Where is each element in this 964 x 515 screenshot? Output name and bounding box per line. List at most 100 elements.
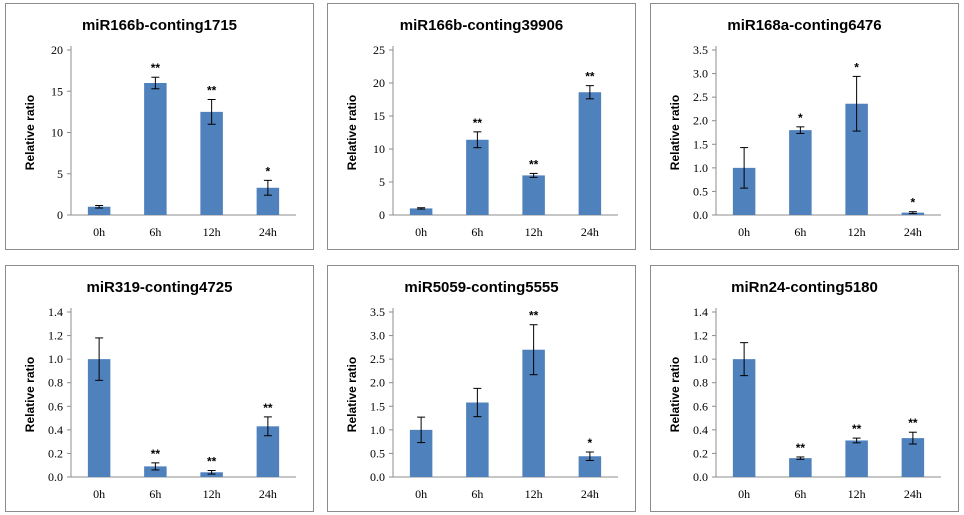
bar (522, 349, 545, 477)
y-axis-label: Relative ratio (23, 357, 37, 432)
y-tick-label: 0.2 (693, 446, 708, 460)
chart-svg: miR168a-conting6476 Relative ratio 0.0 0.5 1… (668, 17, 941, 239)
bar (578, 92, 602, 215)
bar (256, 426, 280, 477)
bar (409, 429, 433, 477)
bar (845, 440, 868, 477)
y-tick-label: 2.5 (693, 90, 708, 104)
chart-title: miR166b-conting39906 (400, 17, 563, 34)
bar (144, 83, 167, 215)
chart-title: miR5059-conting5555 (404, 279, 558, 296)
x-tick-label: 12h (203, 225, 221, 239)
bar (87, 206, 111, 215)
y-tick-label: 2.0 (693, 114, 708, 128)
x-tick-label: 6h (471, 487, 483, 501)
y-axis-label: Relative ratio (345, 95, 359, 170)
x-tick-label: 24h (581, 225, 599, 239)
y-tick-label: 0.0 (693, 470, 708, 484)
y-tick-label: 0.2 (48, 446, 63, 460)
y-tick-label: 0.0 (693, 208, 708, 222)
x-tick-label: 6h (471, 225, 483, 239)
significance-label: * (266, 164, 271, 178)
chart-panel-6: miRn24-conting5180 Relative ratio 0.0 0.2 0.… (650, 265, 959, 512)
chart-panel-3: miR168a-conting6476 Relative ratio 0.0 0.5 1… (650, 3, 959, 250)
y-tick-label: 0.0 (370, 470, 385, 484)
x-tick-label: 24h (259, 487, 277, 501)
y-tick-label: 0.4 (48, 423, 63, 437)
bar (789, 130, 812, 215)
significance-label: ** (151, 447, 161, 461)
y-axis-label: Relative ratio (23, 95, 37, 170)
y-tick-label: 1.0 (693, 352, 708, 366)
y-tick-label: 3.0 (370, 329, 385, 343)
bar (409, 208, 433, 215)
significance-label: * (798, 111, 803, 125)
significance-label: * (911, 196, 916, 210)
y-tick-label: 3.5 (693, 43, 708, 57)
y-tick-label: 15 (373, 109, 385, 123)
chart-svg: miRn24-conting5180 Relative ratio 0.0 0.2 0.… (668, 279, 941, 501)
bar (256, 187, 280, 215)
x-tick-label: 0h (93, 487, 105, 501)
significance-label: ** (852, 422, 862, 436)
x-tick-label: 24h (259, 225, 277, 239)
significance-label: * (854, 60, 859, 74)
y-tick-label: 2.5 (370, 352, 385, 366)
bar (789, 458, 812, 477)
bar (732, 167, 756, 215)
y-tick-label: 3.0 (693, 67, 708, 81)
significance-label: ** (473, 116, 483, 130)
x-tick-label: 6h (149, 487, 161, 501)
y-tick-label: 2.0 (370, 376, 385, 390)
x-tick-label: 12h (848, 225, 866, 239)
y-tick-label: 1.4 (693, 305, 708, 319)
bar (845, 103, 868, 215)
x-tick-label: 12h (525, 225, 543, 239)
y-tick-label: 20 (51, 43, 63, 57)
bar (144, 466, 167, 477)
y-tick-label: 15 (51, 84, 63, 98)
bar (466, 139, 489, 215)
chart-title: miR319-conting4725 (87, 279, 233, 296)
y-tick-label: 0.6 (693, 399, 708, 413)
y-tick-label: 0.6 (48, 399, 63, 413)
significance-label: ** (207, 455, 217, 469)
y-tick-label: 25 (373, 43, 385, 57)
x-tick-label: 12h (848, 487, 866, 501)
x-tick-label: 0h (415, 487, 427, 501)
chart-svg: miR319-conting4725 Relative ratio 0.0 0.2 0.… (23, 279, 296, 501)
y-tick-label: 1.4 (48, 305, 63, 319)
y-tick-label: 10 (373, 142, 385, 156)
y-tick-label: 0.5 (370, 446, 385, 460)
y-tick-label: 0.0 (48, 470, 63, 484)
significance-label: ** (529, 157, 539, 171)
chart-panel-1: miR166b-conting1715 Relative ratio 0 5 10 15 2… (5, 3, 314, 250)
y-tick-label: 1.0 (693, 161, 708, 175)
y-tick-label: 5 (57, 167, 63, 181)
bar (522, 175, 545, 215)
x-tick-label: 0h (93, 225, 105, 239)
bar (87, 359, 111, 477)
y-tick-label: 10 (51, 126, 63, 140)
bar (466, 402, 489, 477)
chart-panel-2: miR166b-conting39906 Relative ratio 0 5 10 15… (327, 3, 636, 250)
x-tick-label: 6h (794, 487, 806, 501)
y-tick-label: 0 (57, 208, 63, 222)
chart-svg: miR166b-conting1715 Relative ratio 0 5 10 15 2… (23, 17, 296, 239)
y-tick-label: 1.5 (693, 137, 708, 151)
x-tick-label: 24h (904, 487, 922, 501)
significance-label: ** (151, 61, 161, 75)
bar (200, 472, 223, 477)
x-tick-label: 6h (794, 225, 806, 239)
y-tick-label: 1.0 (48, 352, 63, 366)
x-tick-label: 0h (415, 225, 427, 239)
x-tick-label: 6h (149, 225, 161, 239)
y-tick-label: 0 (379, 208, 385, 222)
chart-panel-5: miR5059-conting5555 Relative ratio 0.0 0.5 1… (327, 265, 636, 512)
chart-panel-4: miR319-conting4725 Relative ratio 0.0 0.2 0.… (5, 265, 314, 512)
chart-title: miR166b-conting1715 (82, 17, 237, 34)
x-tick-label: 12h (203, 487, 221, 501)
y-tick-label: 0.5 (693, 184, 708, 198)
chart-title: miR168a-conting6476 (727, 17, 881, 34)
y-axis-label: Relative ratio (668, 357, 682, 432)
